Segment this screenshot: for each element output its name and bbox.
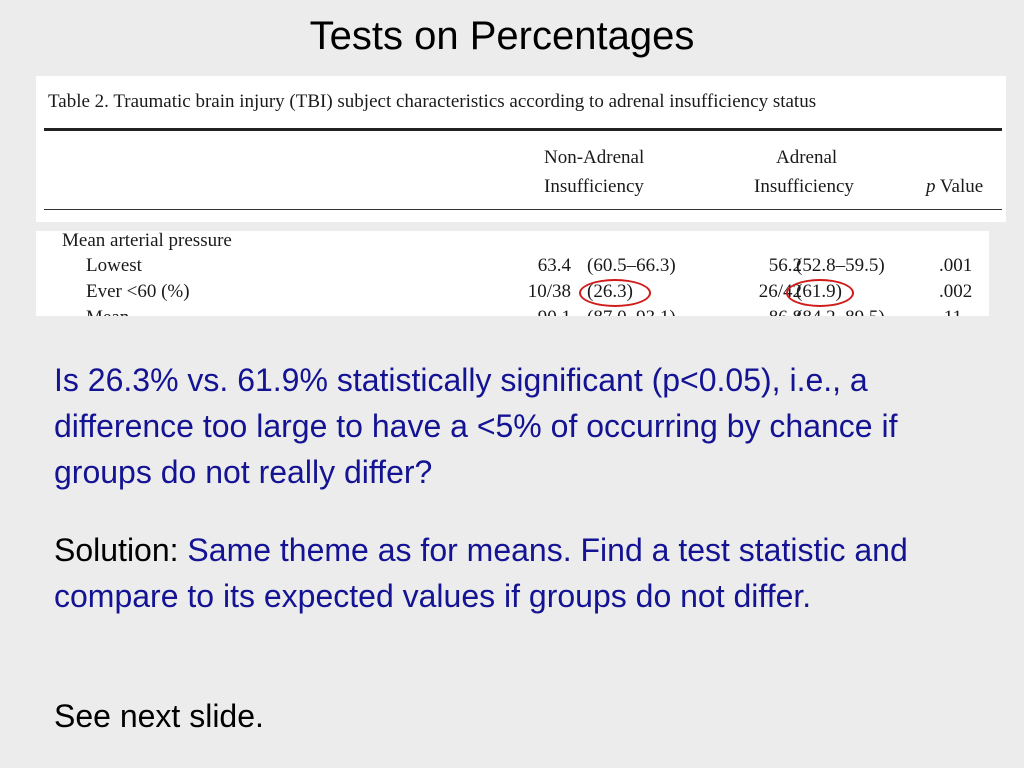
adrenal-ci: (52.8–59.5) [796, 255, 885, 276]
solution-body: Same theme as for means. Find a test sta… [54, 532, 908, 614]
column-header-non-adrenal: Non-Adrenal Insufficiency [544, 143, 644, 201]
column-header-non-adrenal-line1: Non-Adrenal [544, 147, 645, 168]
highlight-circle-non-adrenal [579, 279, 651, 307]
table-image-header: Table 2. Traumatic brain injury (TBI) su… [36, 76, 1006, 222]
table-image-body: Mean arterial pressure Lowest 63.4 (60.5… [36, 231, 989, 316]
table-row: Lowest 63.4 (60.5–66.3) 56.2 (52.8–59.5)… [36, 253, 989, 279]
row-label: Mean [86, 305, 129, 316]
p-value: .001 [939, 255, 973, 276]
question-text: Is 26.3% vs. 61.9% statistically signifi… [54, 362, 898, 490]
column-header-non-adrenal-line2: Insufficiency [544, 176, 644, 197]
table-top-rule [44, 128, 1002, 131]
table-header-rule [44, 209, 1002, 210]
slide-title: Tests on Percentages [309, 14, 695, 58]
adrenal-ci: (84.2–89.5) [796, 305, 885, 316]
section-label: Mean arterial pressure [62, 231, 232, 251]
column-header-adrenal: Adrenal Insufficiency [754, 143, 854, 201]
p-value-italic-p: p [926, 176, 936, 197]
table-section-row: Mean arterial pressure [36, 231, 989, 254]
table-row: Mean 90.1 (87.0–93.1) 86.8 (84.2–89.5) .… [36, 305, 989, 316]
column-header-adrenal-line2: Insufficiency [754, 176, 854, 197]
non-adrenal-value: 90.1 [538, 305, 571, 316]
row-label: Ever <60 (%) [86, 281, 190, 302]
column-header-adrenal-line1: Adrenal [776, 147, 838, 168]
non-adrenal-value: 63.4 [537, 255, 571, 276]
table-caption: Table 2. Traumatic brain injury (TBI) su… [48, 91, 817, 112]
adrenal-value: 56.2 [768, 255, 802, 276]
p-value: .11 [939, 305, 962, 316]
non-adrenal-ci: (87.0–93.1) [587, 305, 676, 316]
highlight-circle-adrenal [786, 279, 854, 307]
column-header-p-value: p Value [926, 172, 983, 201]
non-adrenal-ci: (60.5–66.3) [587, 255, 676, 276]
row-label: Lowest [86, 255, 142, 276]
p-value-label: Value [935, 176, 984, 197]
solution-label: Solution: [54, 532, 188, 568]
see-next-slide-text: See next slide. [54, 698, 264, 734]
adrenal-value: 86.8 [769, 305, 802, 316]
p-value: .002 [939, 281, 973, 302]
solution-paragraph: Solution: Same theme as for means. Find … [54, 527, 1004, 619]
non-adrenal-value: 10/38 [527, 281, 571, 302]
